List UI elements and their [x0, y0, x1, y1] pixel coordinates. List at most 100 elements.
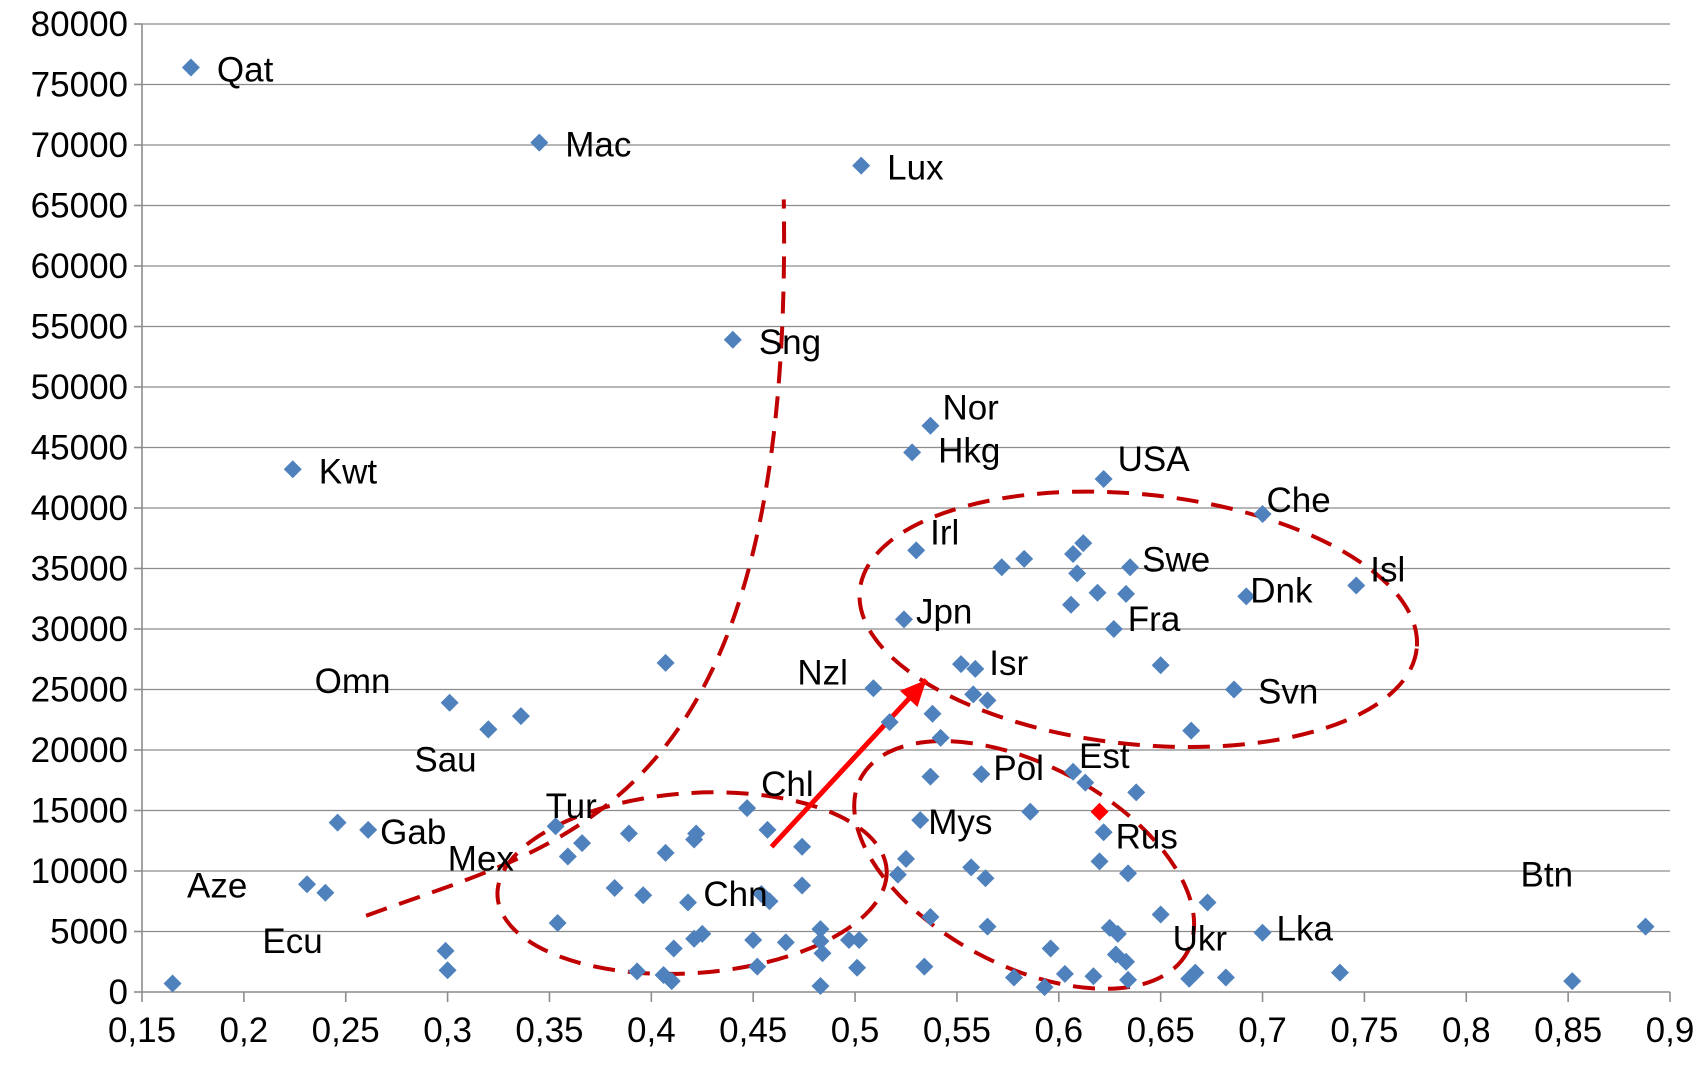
data-point [656, 653, 675, 672]
y-tick-label: 70000 [31, 126, 128, 165]
data-point [1090, 852, 1109, 871]
point-label-isr: Isr [989, 644, 1028, 683]
x-tick-label: 0,7 [1238, 1011, 1287, 1050]
data-point [1330, 963, 1349, 982]
data-point-jpn [894, 610, 913, 629]
point-label-nzl: Nzl [797, 653, 848, 692]
data-point [687, 824, 706, 843]
x-axis-ticks: 0,15 0,2 0,25 0,3 0,35 0,4 0,45 0,5 0,55 0,6 0,65 0… [108, 1011, 1694, 1050]
point-label-mys: Mys [928, 803, 992, 842]
x-tick-label: 0,15 [108, 1011, 176, 1050]
data-point-omn [440, 693, 459, 712]
point-label-pol: Pol [993, 749, 1044, 788]
data-point-ukr [1151, 905, 1170, 924]
point-label-swe: Swe [1142, 540, 1210, 579]
point-label-chn: Chn [703, 875, 767, 914]
data-point [679, 893, 698, 912]
data-point [1021, 802, 1040, 821]
point-label-usa: USA [1118, 440, 1191, 479]
y-tick-label: 0 [109, 973, 128, 1012]
data-point-ecu [316, 883, 335, 902]
point-label-ecu: Ecu [262, 922, 322, 961]
data-point [1151, 656, 1170, 675]
data-point-svn [1225, 680, 1244, 699]
data-point [511, 707, 530, 726]
data-point [1004, 968, 1023, 987]
data-point-pol [972, 765, 991, 784]
data-point [573, 834, 592, 853]
data-point [163, 974, 182, 993]
data-point-fra [1104, 620, 1123, 638]
x-tick-label: 0,65 [1127, 1011, 1195, 1050]
data-point-swe [1121, 558, 1140, 577]
data-point-est [1064, 762, 1083, 781]
point-label-mex: Mex [448, 839, 515, 878]
data-point-kwt [283, 460, 302, 479]
data-point [548, 914, 567, 933]
data-point [978, 691, 997, 710]
data-point-sau [479, 720, 498, 739]
data-point [978, 917, 997, 936]
data-point [1182, 721, 1201, 740]
data-point-chl [738, 799, 757, 818]
data-point-qat [181, 58, 200, 77]
x-tick-label: 0,55 [923, 1011, 991, 1050]
y-tick-label: 40000 [31, 489, 128, 528]
data-point-nzl [864, 679, 883, 698]
data-point-che [1253, 505, 1272, 524]
data-point [1041, 939, 1060, 958]
data-point [693, 924, 712, 943]
y-tick-label: 5000 [50, 913, 128, 952]
dashed-ellipse-china-group [495, 790, 889, 976]
data-point [897, 849, 915, 868]
data-point [793, 876, 812, 895]
data-point-aze [298, 875, 317, 894]
data-point [811, 920, 830, 939]
data-point [1074, 534, 1093, 553]
data-point [1084, 967, 1103, 986]
point-label-nor: Nor [942, 389, 999, 428]
point-label-hkg: Hkg [938, 431, 1000, 470]
data-point [921, 907, 940, 926]
y-tick-label: 20000 [31, 731, 128, 770]
x-tick-label: 0,5 [831, 1011, 880, 1050]
data-point-nor [921, 416, 940, 435]
data-point [1108, 924, 1127, 943]
point-label-qat: Qat [217, 51, 274, 90]
data-point [1055, 964, 1074, 983]
x-tick-label: 0,8 [1442, 1011, 1491, 1050]
point-label-chl: Chl [761, 765, 814, 804]
data-point [952, 655, 971, 674]
data-point [1563, 972, 1582, 991]
data-point [1064, 544, 1083, 563]
data-point [811, 976, 830, 995]
point-label-fra: Fra [1128, 600, 1181, 639]
data-point-mac [530, 133, 549, 152]
point-label-sau: Sau [414, 740, 476, 779]
data-point-lka [1253, 923, 1272, 942]
data-point [793, 837, 812, 856]
data-point-irl [907, 541, 926, 560]
data-point [656, 843, 675, 862]
data-point [992, 558, 1011, 577]
dashed-boundary-curve [365, 199, 787, 918]
data-point [1035, 978, 1054, 997]
data-point [438, 961, 457, 980]
data-point [976, 869, 995, 888]
point-label-rus: Rus [1116, 817, 1178, 856]
data-point [1015, 549, 1034, 568]
data-point-mys [911, 811, 930, 830]
x-tick-label: 0,85 [1534, 1011, 1602, 1050]
data-point [664, 939, 683, 958]
data-point [662, 972, 681, 991]
data-point [1198, 893, 1217, 912]
point-label-tur: Tur [546, 787, 598, 826]
data-point-gab [359, 820, 378, 839]
x-tick-label: 0,45 [719, 1011, 787, 1050]
data-point [1117, 584, 1136, 603]
data-point-isr [966, 659, 985, 678]
data-point-usa [1094, 469, 1113, 488]
data-point [744, 930, 763, 949]
y-tick-label: 60000 [31, 247, 128, 286]
data-point [931, 728, 950, 747]
